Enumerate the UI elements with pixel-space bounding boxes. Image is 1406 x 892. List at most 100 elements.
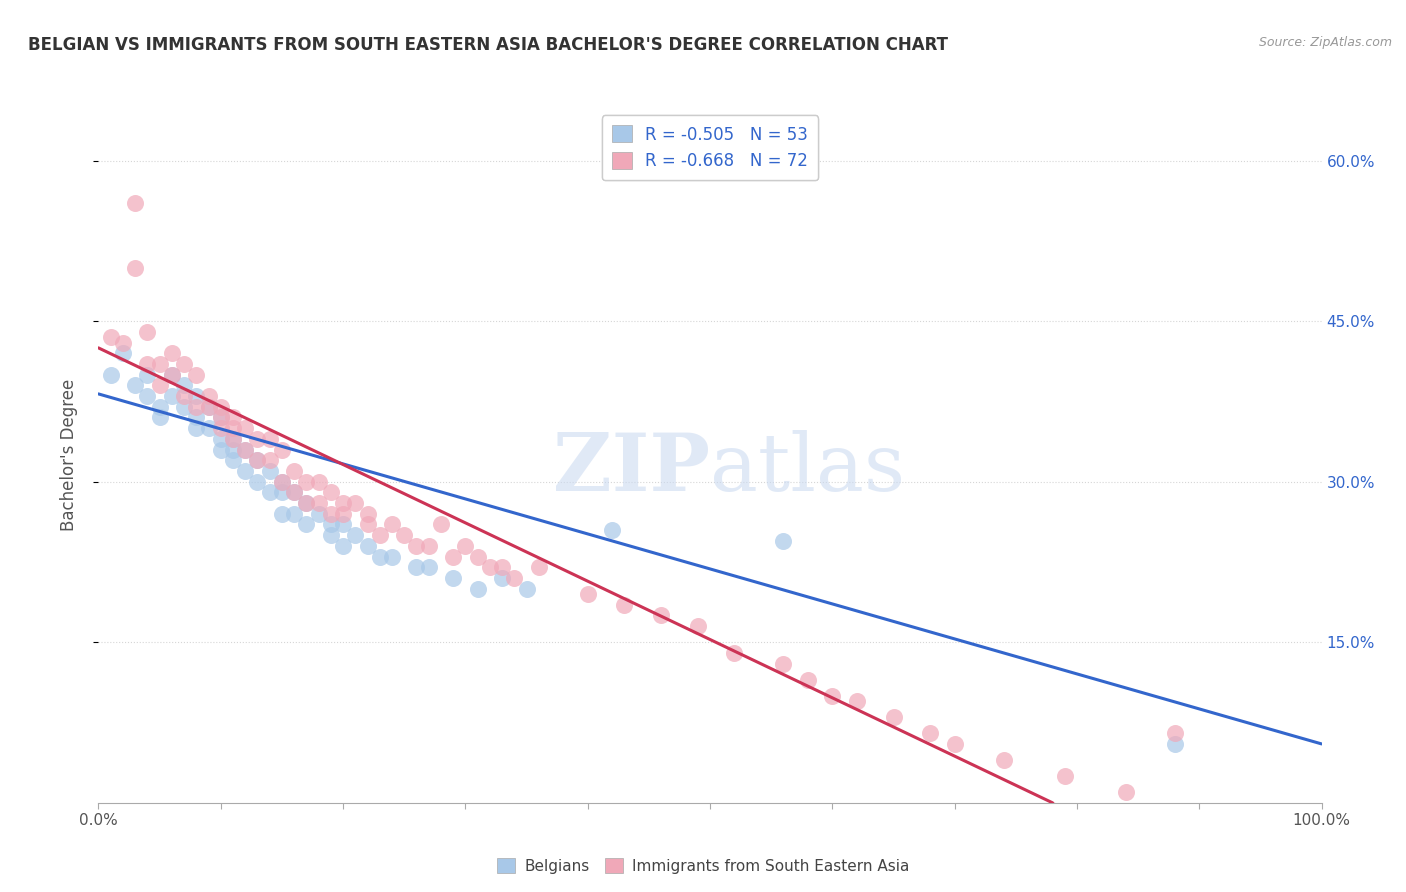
Point <box>270 507 294 521</box>
Point <box>344 496 367 510</box>
Point <box>576 587 599 601</box>
Point <box>319 485 342 500</box>
Point <box>100 368 122 382</box>
Point <box>197 400 219 414</box>
Point <box>209 400 232 414</box>
Text: BELGIAN VS IMMIGRANTS FROM SOUTH EASTERN ASIA BACHELOR'S DEGREE CORRELATION CHAR: BELGIAN VS IMMIGRANTS FROM SOUTH EASTERN… <box>28 36 948 54</box>
Point <box>160 368 183 382</box>
Point <box>491 571 513 585</box>
Point <box>186 410 208 425</box>
Point <box>149 357 172 371</box>
Point <box>503 571 526 585</box>
Point <box>259 485 281 500</box>
Point <box>295 496 318 510</box>
Point <box>283 485 305 500</box>
Point <box>356 539 378 553</box>
Point <box>186 400 208 414</box>
Point <box>797 673 820 687</box>
Point <box>222 442 245 457</box>
Point <box>381 517 404 532</box>
Point <box>246 432 269 446</box>
Point <box>111 335 134 350</box>
Point <box>136 368 159 382</box>
Point <box>392 528 416 542</box>
Point <box>332 496 354 510</box>
Point <box>1053 769 1076 783</box>
Point <box>368 549 391 564</box>
Point <box>319 528 342 542</box>
Point <box>173 378 195 392</box>
Point <box>467 582 489 596</box>
Point <box>124 260 146 275</box>
Point <box>209 410 232 425</box>
Point <box>418 539 440 553</box>
Point <box>209 410 232 425</box>
Point <box>209 432 232 446</box>
Legend: R = -0.505   N = 53, R = -0.668   N = 72: R = -0.505 N = 53, R = -0.668 N = 72 <box>602 115 818 180</box>
Point <box>491 560 513 574</box>
Point <box>186 421 208 435</box>
Point <box>613 598 636 612</box>
Point <box>259 453 281 467</box>
Point <box>319 517 342 532</box>
Point <box>270 442 294 457</box>
Point <box>270 475 294 489</box>
Point <box>283 507 305 521</box>
Point <box>308 507 330 521</box>
Point <box>246 453 269 467</box>
Point <box>197 400 219 414</box>
Point <box>441 549 464 564</box>
Text: Source: ZipAtlas.com: Source: ZipAtlas.com <box>1258 36 1392 49</box>
Point <box>821 689 844 703</box>
Point <box>124 196 146 211</box>
Point <box>993 753 1015 767</box>
Point <box>527 560 550 574</box>
Point <box>209 442 232 457</box>
Point <box>233 464 256 478</box>
Point <box>405 560 427 574</box>
Point <box>943 737 966 751</box>
Point <box>308 496 330 510</box>
Point <box>173 389 195 403</box>
Point <box>259 432 281 446</box>
Point <box>136 389 159 403</box>
Point <box>136 325 159 339</box>
Point <box>920 726 942 740</box>
Point <box>332 517 354 532</box>
Point <box>295 496 318 510</box>
Point <box>160 346 183 360</box>
Point <box>1164 737 1187 751</box>
Point <box>332 539 354 553</box>
Point <box>160 389 183 403</box>
Point <box>295 475 318 489</box>
Point <box>149 410 172 425</box>
Point <box>368 528 391 542</box>
Y-axis label: Bachelor's Degree: Bachelor's Degree <box>59 379 77 531</box>
Point <box>772 657 794 671</box>
Point <box>478 560 501 574</box>
Point <box>1164 726 1187 740</box>
Point <box>883 710 905 724</box>
Point <box>149 378 172 392</box>
Point <box>270 475 294 489</box>
Point <box>246 475 269 489</box>
Point <box>197 421 219 435</box>
Point <box>686 619 709 633</box>
Point <box>467 549 489 564</box>
Point <box>283 464 305 478</box>
Point <box>344 528 367 542</box>
Point <box>233 442 256 457</box>
Point <box>405 539 427 553</box>
Point <box>233 421 256 435</box>
Point <box>149 400 172 414</box>
Point <box>1115 785 1137 799</box>
Point <box>356 507 378 521</box>
Point <box>381 549 404 564</box>
Point <box>222 453 245 467</box>
Point <box>319 507 342 521</box>
Point <box>418 560 440 574</box>
Point <box>124 378 146 392</box>
Point <box>186 389 208 403</box>
Point <box>111 346 134 360</box>
Point <box>173 400 195 414</box>
